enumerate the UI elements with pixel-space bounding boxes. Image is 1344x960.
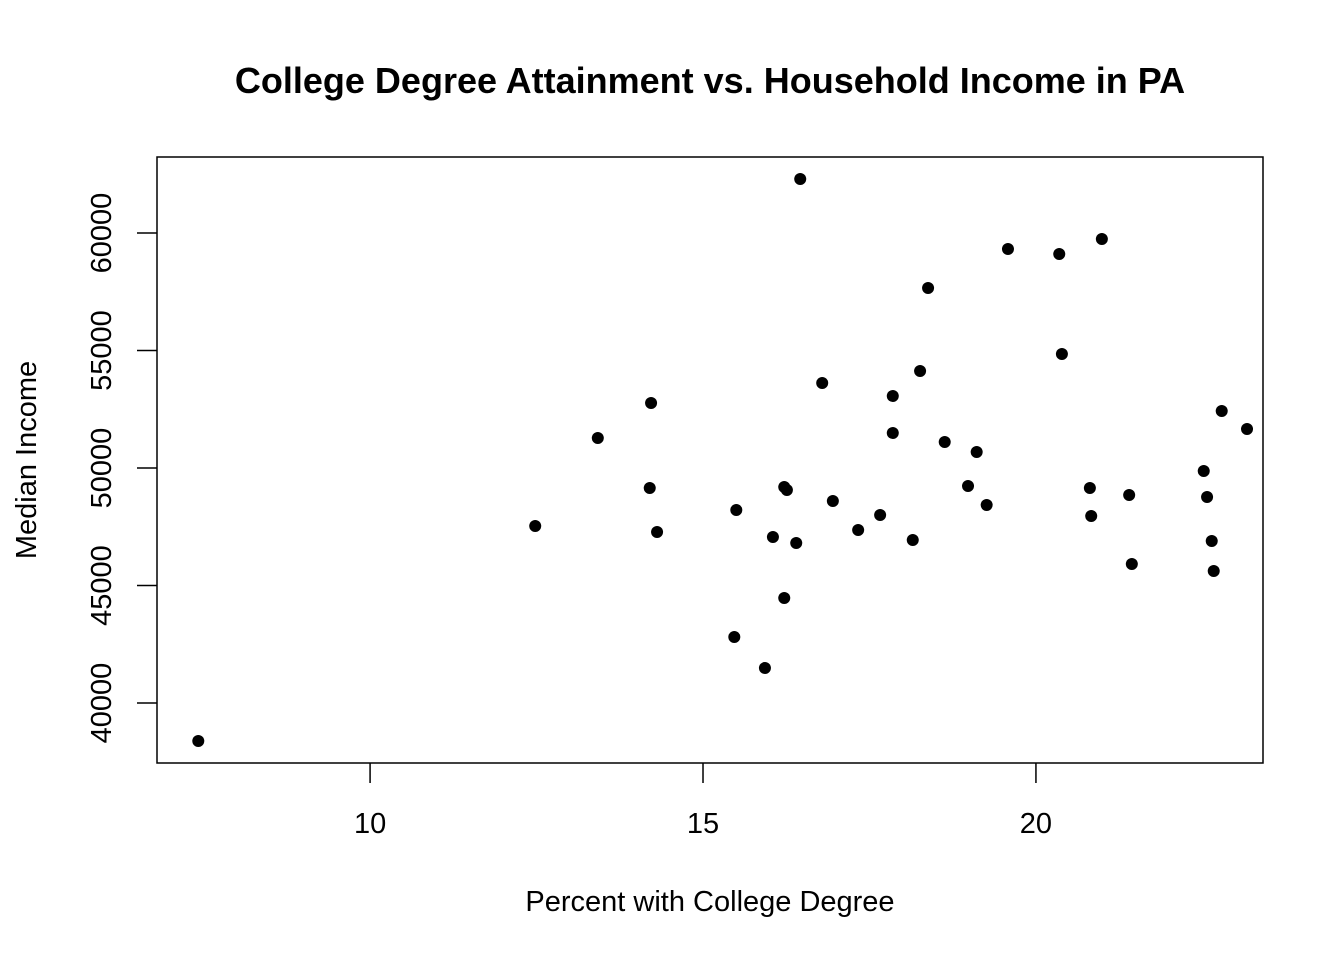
- data-point: [651, 525, 664, 538]
- y-tick-label: 50000: [86, 428, 118, 509]
- data-point: [1207, 565, 1220, 578]
- data-point: [1241, 422, 1254, 435]
- data-point: [1197, 465, 1210, 478]
- data-point: [730, 503, 743, 516]
- y-axis: 40000 45000 50000 55000 60000: [86, 193, 157, 744]
- data-point: [758, 662, 771, 675]
- data-point: [1123, 489, 1136, 502]
- data-point: [922, 281, 935, 294]
- data-points: [192, 172, 1254, 748]
- data-point: [1055, 348, 1068, 361]
- chart-title: College Degree Attainment vs. Household …: [235, 60, 1185, 101]
- data-point: [1095, 232, 1108, 245]
- data-point: [645, 397, 658, 410]
- data-point: [778, 592, 791, 605]
- x-axis: 10 15 20: [354, 763, 1052, 840]
- data-point: [938, 436, 951, 449]
- y-axis-label: Median Income: [11, 361, 43, 559]
- data-point: [1125, 558, 1138, 571]
- data-point: [728, 630, 741, 643]
- x-tick-label: 10: [354, 808, 386, 840]
- y-tick-label: 55000: [86, 310, 118, 391]
- data-point: [816, 377, 829, 390]
- data-point: [529, 520, 542, 533]
- data-point: [886, 389, 899, 402]
- data-point: [192, 735, 205, 748]
- x-tick-label: 15: [687, 808, 719, 840]
- data-point: [962, 480, 975, 493]
- y-tick-label: 60000: [86, 193, 118, 274]
- y-tick-label: 45000: [86, 545, 118, 626]
- data-point: [914, 364, 927, 377]
- data-point: [826, 494, 839, 507]
- data-point: [1205, 534, 1218, 547]
- data-point: [766, 530, 779, 543]
- plot-frame: [156, 156, 1264, 764]
- data-point: [1053, 248, 1066, 261]
- data-point: [780, 483, 793, 496]
- data-point: [970, 445, 983, 458]
- data-point: [591, 431, 604, 444]
- data-point: [794, 172, 807, 185]
- data-point: [643, 482, 656, 495]
- data-point: [1083, 482, 1096, 495]
- data-point: [1201, 491, 1214, 504]
- y-tick-label: 40000: [86, 663, 118, 744]
- x-tick-label: 20: [1020, 808, 1052, 840]
- data-point: [1085, 510, 1098, 523]
- data-point: [1001, 243, 1014, 256]
- data-point: [852, 523, 865, 536]
- data-point: [906, 534, 919, 547]
- data-point: [790, 536, 803, 549]
- data-point: [886, 427, 899, 440]
- data-point: [1215, 404, 1228, 417]
- x-axis-label: Percent with College Degree: [525, 886, 894, 918]
- data-point: [874, 509, 887, 522]
- data-point: [980, 498, 993, 511]
